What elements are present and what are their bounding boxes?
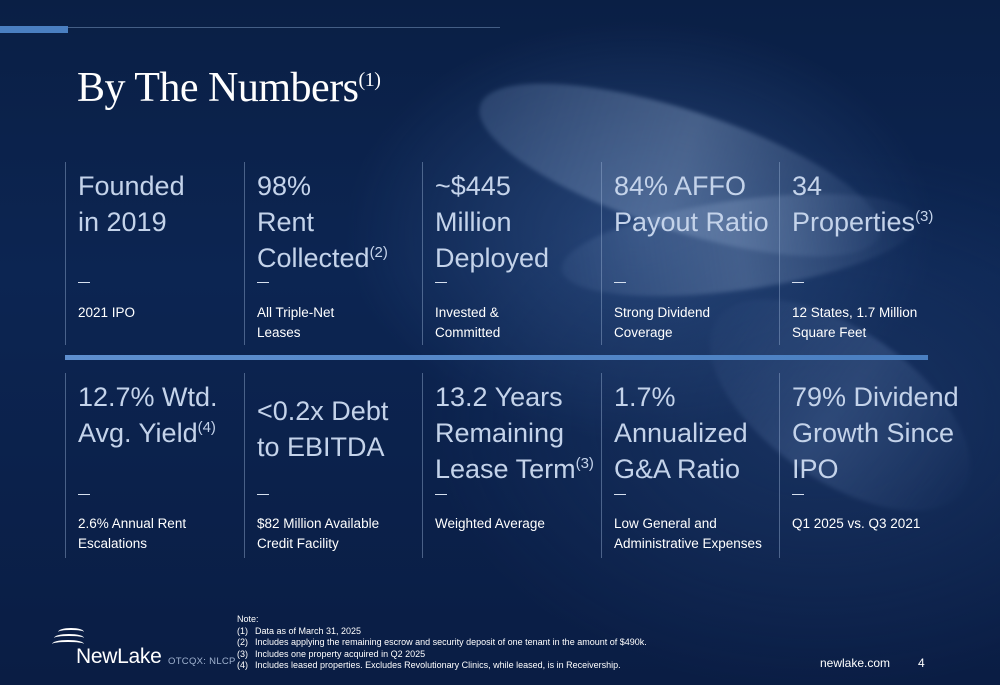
footnote-item: (2) Includes applying the remaining escro…: [237, 637, 647, 648]
stat-cell-founded: Founded in 2019 2021 IPO: [65, 162, 236, 345]
stat-caption: All Triple-Net Leases: [257, 305, 335, 340]
stat-footnote: (3): [575, 455, 594, 472]
stat-dash: [257, 282, 269, 283]
page-title-text: By The Numbers: [77, 65, 359, 111]
stat-dash: [435, 282, 447, 283]
stat-footnote: (2): [369, 244, 388, 261]
page-title: By The Numbers(1): [77, 64, 381, 112]
page-title-footnote: (1): [358, 69, 381, 91]
stat-dash: [78, 282, 90, 283]
footnote-item: (4) Includes leased properties. Excludes …: [237, 660, 621, 671]
ticker-symbol: OTCQX: NLCP: [168, 656, 236, 667]
stat-value: 98% Rent Collected(2): [257, 171, 388, 273]
stat-cell-ga-ratio: 1.7% Annualized G&A Ratio Low General and A…: [601, 373, 772, 558]
stat-dash: [435, 494, 447, 495]
stat-caption: Weighted Average: [435, 516, 545, 531]
stat-caption: Q1 2025 vs. Q3 2021: [792, 516, 921, 531]
stat-dash: [792, 494, 804, 495]
stat-value: 13.2 Years Remaining Lease Term(3): [435, 382, 594, 484]
stat-cell-deployed: ~$445 Million Deployed Invested & Committed: [422, 162, 593, 345]
stats-row-top: Founded in 2019 2021 IPO 98% Rent Collected…: [65, 162, 945, 352]
stat-value: 12.7% Wtd. Avg. Yield(4): [78, 382, 218, 448]
stat-value: 1.7% Annualized G&A Ratio: [614, 382, 748, 484]
stat-caption: 2.6% Annual Rent Escalations: [78, 516, 187, 551]
footnote-item: (1) Data as of March 31, 2025: [237, 625, 362, 636]
page-number: 4: [918, 656, 925, 670]
row-divider: [65, 355, 928, 360]
stat-footnote: (4): [197, 419, 216, 436]
top-accent-bar: [0, 26, 68, 33]
stat-cell-yield: 12.7% Wtd. Avg. Yield(4) 2.6% Annual Rent…: [65, 373, 236, 558]
website-link[interactable]: newlake.com: [820, 656, 891, 670]
stat-cell-rent-collected: 98% Rent Collected(2) All Triple-Net Leases: [244, 162, 415, 345]
stat-value: 84% AFFO Payout Ratio: [614, 171, 769, 237]
stat-cell-properties: 34 Properties(3) 12 States, 1.7 Million Sq…: [779, 162, 950, 345]
footnotes: Note: (1) Data as of March 31, 2025 (2) In…: [237, 614, 647, 672]
logo-wave-icon: [58, 628, 84, 636]
stat-cell-debt-ebitda: <0.2x Debt to EBITDA $82 Million Availabl…: [244, 373, 415, 558]
stat-value: 34 Properties(3): [792, 171, 934, 237]
newlake-logo: NewLake: [52, 628, 162, 673]
stat-cell-affo-payout: 84% AFFO Payout Ratio Strong Dividend Cove…: [601, 162, 772, 345]
stat-caption: $82 Million Available Credit Facility: [257, 516, 380, 551]
stat-dash: [78, 494, 90, 495]
footnotes-heading: Note:: [237, 614, 259, 624]
stat-value: 79% Dividend Growth Since IPO: [792, 382, 959, 484]
footnote-item: (3) Includes one property acquired in Q2 …: [237, 648, 426, 659]
stat-caption: 2021 IPO: [78, 305, 136, 320]
stat-dash: [614, 282, 626, 283]
stat-footnote: (3): [915, 208, 934, 225]
logo-wave-icon: [52, 640, 84, 648]
stat-value: Founded in 2019: [78, 171, 185, 237]
logo-wave-icon: [54, 634, 84, 642]
stat-caption: 12 States, 1.7 Million Square Feet: [792, 305, 918, 340]
stat-cell-lease-term: 13.2 Years Remaining Lease Term(3) Weighte…: [422, 373, 594, 558]
stat-cell-dividend-growth: 79% Dividend Growth Since IPO Q1 2025 vs. …: [779, 373, 959, 558]
stat-value: ~$445 Million Deployed: [435, 171, 550, 273]
stats-row-bottom: 12.7% Wtd. Avg. Yield(4) 2.6% Annual Rent…: [65, 373, 959, 563]
stat-dash: [614, 494, 626, 495]
top-rule: [0, 27, 500, 28]
stat-caption: Strong Dividend Coverage: [614, 305, 711, 340]
stat-value: <0.2x Debt to EBITDA: [257, 396, 389, 462]
logo-wordmark: NewLake: [76, 645, 162, 668]
stat-dash: [257, 494, 269, 495]
stat-dash: [792, 282, 804, 283]
stat-caption: Invested & Committed: [435, 305, 501, 340]
stat-caption: Low General and Administrative Expenses: [614, 516, 762, 551]
